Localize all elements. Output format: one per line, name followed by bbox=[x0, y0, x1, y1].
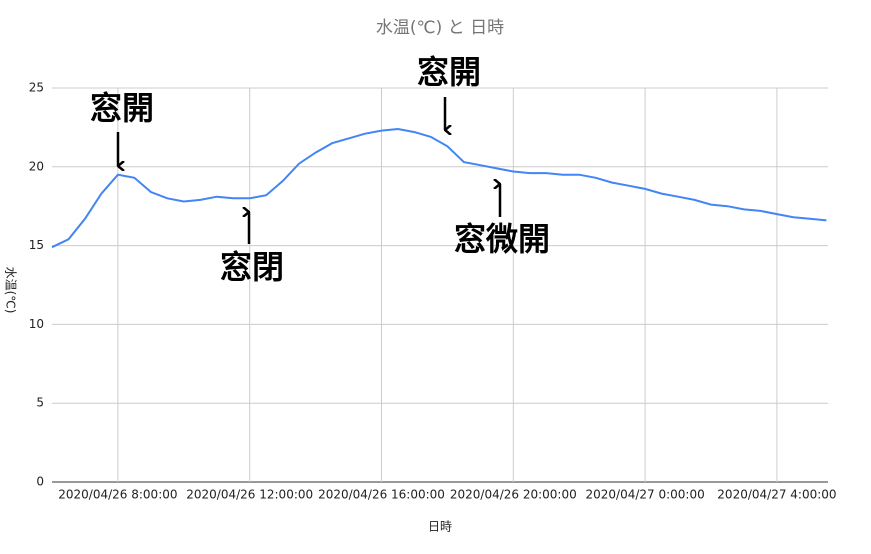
x-tick-label: 2020/04/27 0:00:00 bbox=[585, 488, 704, 502]
annotation: 窓閉 bbox=[220, 248, 284, 286]
x-tick-label: 2020/04/26 16:00:00 bbox=[318, 488, 445, 502]
annotation: 窓開 bbox=[417, 53, 481, 91]
x-tick-label: 2020/04/26 8:00:00 bbox=[58, 488, 177, 502]
y-tick-label: 25 bbox=[29, 81, 44, 95]
y-tick-label: 10 bbox=[29, 317, 44, 331]
data-line bbox=[51, 127, 827, 249]
x-tick-label: 2020/04/26 20:00:00 bbox=[450, 488, 577, 502]
annotation: 窓微開 bbox=[454, 220, 550, 258]
annotation: 窓開 bbox=[90, 89, 154, 127]
y-tick-label: 0 bbox=[36, 475, 44, 489]
y-tick-label: 20 bbox=[29, 159, 44, 173]
x-tick-label: 2020/04/26 12:00:00 bbox=[186, 488, 313, 502]
x-axis-title: 日時 bbox=[428, 520, 452, 534]
y-tick-label: 15 bbox=[29, 238, 44, 252]
chart-title: 水温(℃) と 日時 bbox=[376, 18, 504, 38]
y-axis-title: 水温(℃) bbox=[4, 267, 18, 314]
y-tick-label: 5 bbox=[36, 396, 44, 410]
x-tick-label: 2020/04/27 4:00:00 bbox=[717, 488, 836, 502]
